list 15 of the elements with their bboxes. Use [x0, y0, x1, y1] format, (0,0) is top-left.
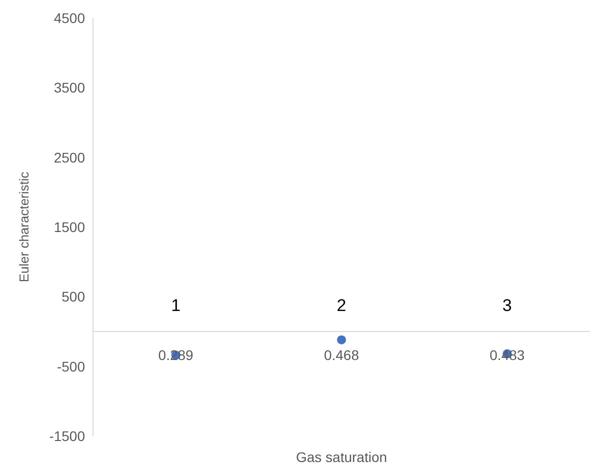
y-tick-label: 3500 — [54, 80, 86, 96]
y-tick-label: 1500 — [54, 218, 86, 235]
annotation: 3 — [502, 296, 512, 315]
y-axis-title: Euler characteristic — [16, 171, 32, 282]
x-tick-label: 0.483 — [490, 346, 525, 363]
y-tick-label: 2500 — [54, 149, 86, 166]
annotation: 1 — [171, 296, 181, 315]
y-tick-label: 4500 — [54, 10, 86, 26]
y-tick-label: -500 — [56, 358, 86, 374]
y-tick-label: 500 — [62, 288, 86, 305]
x-axis-title: Gas saturation — [296, 449, 388, 464]
point — [337, 335, 346, 344]
x-tick-label: 0.468 — [324, 346, 360, 363]
annotation: 2 — [336, 296, 346, 315]
y-tick-label: -1500 — [49, 428, 86, 444]
